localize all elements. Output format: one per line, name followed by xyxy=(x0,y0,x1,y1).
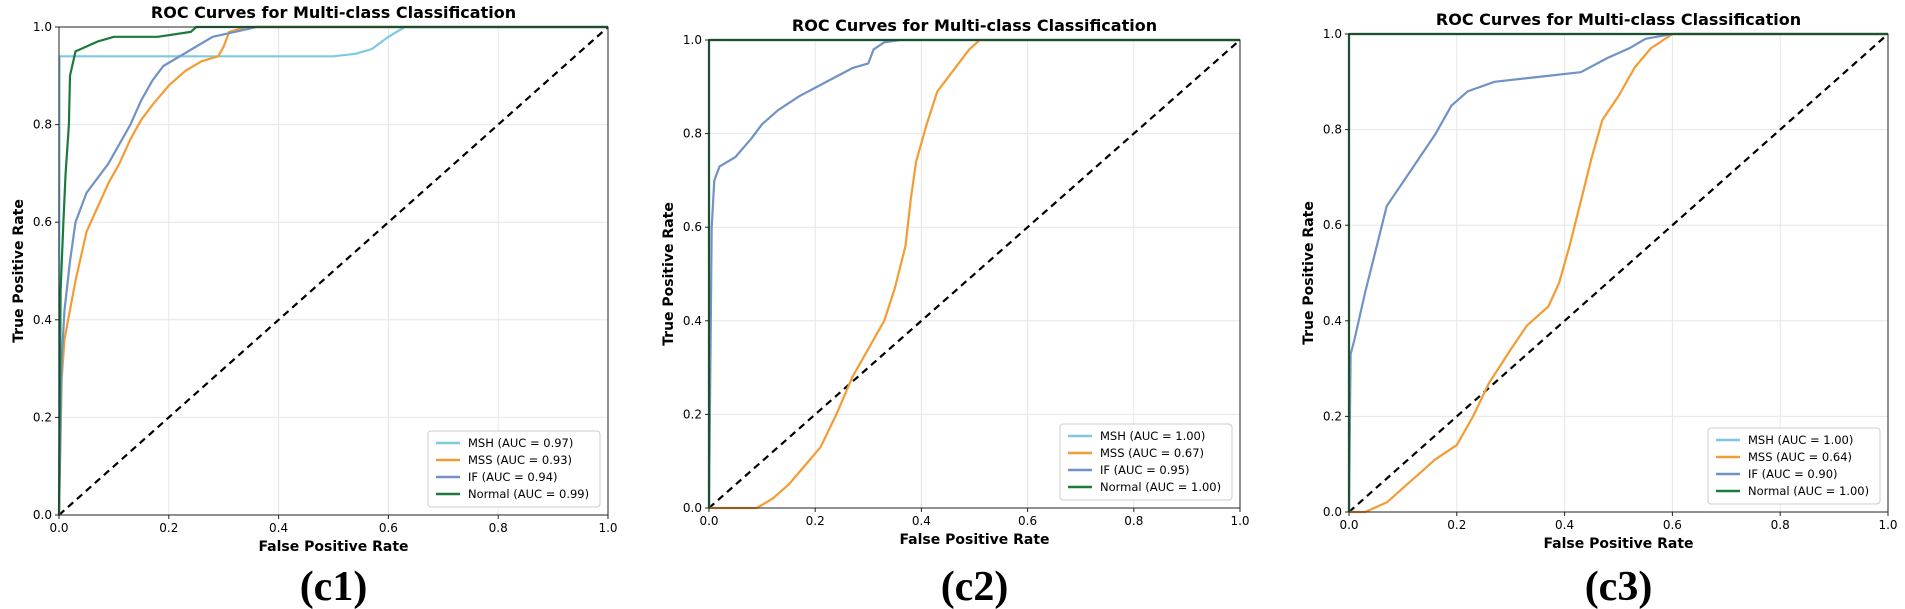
y-tick-label: 0.2 xyxy=(33,410,52,424)
legend-entry: MSS (AUC = 0.93) xyxy=(468,453,572,467)
x-tick-label: 0.8 xyxy=(1771,518,1790,532)
legend-box xyxy=(427,430,601,508)
legend-entry: IF (AUC = 0.94) xyxy=(468,470,558,484)
x-tick-label: 0.0 xyxy=(49,521,68,535)
y-tick-label: 0.0 xyxy=(683,501,702,515)
panel-caption: (c2) xyxy=(941,564,1009,609)
chance-diagonal xyxy=(58,26,609,516)
y-tick-label: 0.8 xyxy=(33,118,52,132)
legend: MSH (AUC = 1.00) MSS (AUC = 0.64) IF (AUC … xyxy=(1707,427,1881,505)
y-tick-label: 1.0 xyxy=(1323,27,1342,41)
x-tick-label: 1.0 xyxy=(1878,518,1897,532)
x-axis-label: False Positive Rate xyxy=(1543,536,1693,552)
x-tick-label: 0.2 xyxy=(1447,518,1466,532)
legend-entry: MSH (AUC = 0.97) xyxy=(468,436,573,450)
x-tick-label: 0.6 xyxy=(1018,514,1037,528)
plot-frame xyxy=(1348,33,1889,513)
roc-curve-series-1 xyxy=(57,25,608,516)
x-tick-label: 0.4 xyxy=(269,521,288,535)
x-tick-label: 1.0 xyxy=(598,521,617,535)
x-tick-label: 1.0 xyxy=(1230,514,1249,528)
chart-title: ROC Curves for Multi-class Classificatio… xyxy=(151,3,516,22)
legend-entry: Normal (AUC = 0.99) xyxy=(468,487,589,501)
roc-curve-series-3 xyxy=(707,38,1240,509)
plot-frame xyxy=(58,26,609,516)
y-tick-label: 0.0 xyxy=(33,508,52,522)
x-tick-label: 0.4 xyxy=(912,514,931,528)
chart-panel-2: 0.0 0.2 0.4 0.6 0.8 1.0 0.0 0.2 0.4 0.6 0.8 1.0 ROC … xyxy=(661,16,1250,609)
legend: MSH (AUC = 1.00) MSS (AUC = 0.67) IF (AUC … xyxy=(1059,423,1233,501)
roc-curve-series-2 xyxy=(57,25,608,516)
y-tick-label: 0.4 xyxy=(1323,314,1342,328)
legend-entry: MSH (AUC = 1.00) xyxy=(1100,429,1205,443)
y-tick-label: 0.6 xyxy=(33,215,52,229)
roc-curve-series-2 xyxy=(1349,32,1888,514)
chance-diagonal xyxy=(1348,33,1889,513)
legend-entry: MSS (AUC = 0.64) xyxy=(1748,450,1852,464)
legend-entry: Normal (AUC = 1.00) xyxy=(1748,484,1869,498)
legend-entry: MSS (AUC = 0.67) xyxy=(1100,446,1204,460)
legend-box xyxy=(1059,423,1233,501)
legend-entry: Normal (AUC = 1.00) xyxy=(1100,480,1221,494)
y-axis-label: True Positive Rate xyxy=(11,199,27,343)
legend-entry: IF (AUC = 0.95) xyxy=(1100,463,1190,477)
chance-diagonal xyxy=(708,39,1241,509)
chart-panel-3: 0.0 0.2 0.4 0.6 0.8 1.0 0.0 0.2 0.4 0.6 0.8 1.0 ROC … xyxy=(1301,10,1898,609)
y-tick-label: 0.4 xyxy=(683,314,702,328)
y-tick-label: 0.6 xyxy=(1323,218,1342,232)
y-tick-label: 0.6 xyxy=(683,220,702,234)
y-tick-label: 0.8 xyxy=(1323,123,1342,137)
x-axis-label: False Positive Rate xyxy=(899,532,1049,548)
x-axis-label: False Positive Rate xyxy=(258,539,408,555)
roc-curve-series-4 xyxy=(57,25,608,516)
chart-panel-1: 0.0 0.2 0.4 0.6 0.8 1.0 0.0 0.2 0.4 0.6 0.8 1.0 ROC … xyxy=(11,3,618,609)
x-tick-label: 0.2 xyxy=(159,521,178,535)
roc-curve-series-3 xyxy=(57,25,608,516)
plot-frame xyxy=(708,39,1241,509)
legend-box xyxy=(1707,427,1881,505)
y-axis-label: True Positive Rate xyxy=(661,202,677,346)
chart-title: ROC Curves for Multi-class Classificatio… xyxy=(1436,10,1801,29)
x-tick-label: 0.8 xyxy=(489,521,508,535)
y-tick-label: 0.0 xyxy=(1323,505,1342,519)
panel-caption: (c1) xyxy=(300,564,368,609)
x-tick-label: 0.8 xyxy=(1124,514,1143,528)
x-tick-label: 0.6 xyxy=(379,521,398,535)
legend-entry: MSH (AUC = 1.00) xyxy=(1748,433,1853,447)
legend-entry: IF (AUC = 0.90) xyxy=(1748,467,1838,481)
x-tick-label: 0.6 xyxy=(1663,518,1682,532)
roc-curve-series-2 xyxy=(709,38,1240,510)
panel-caption: (c3) xyxy=(1585,564,1653,609)
x-tick-label: 0.2 xyxy=(806,514,825,528)
chart-title: ROC Curves for Multi-class Classificatio… xyxy=(792,16,1157,35)
y-tick-label: 0.2 xyxy=(1323,409,1342,423)
y-tick-label: 0.8 xyxy=(683,127,702,141)
x-tick-label: 0.0 xyxy=(699,514,718,528)
legend: MSH (AUC = 0.97) MSS (AUC = 0.93) IF (AUC … xyxy=(427,430,601,508)
y-tick-label: 0.4 xyxy=(33,313,52,327)
y-axis-label: True Positive Rate xyxy=(1301,201,1317,345)
y-tick-label: 1.0 xyxy=(683,33,702,47)
y-tick-label: 0.2 xyxy=(683,407,702,421)
x-tick-label: 0.4 xyxy=(1555,518,1574,532)
roc-curve-series-3 xyxy=(1347,32,1888,513)
x-tick-label: 0.0 xyxy=(1339,518,1358,532)
y-tick-label: 1.0 xyxy=(33,20,52,34)
